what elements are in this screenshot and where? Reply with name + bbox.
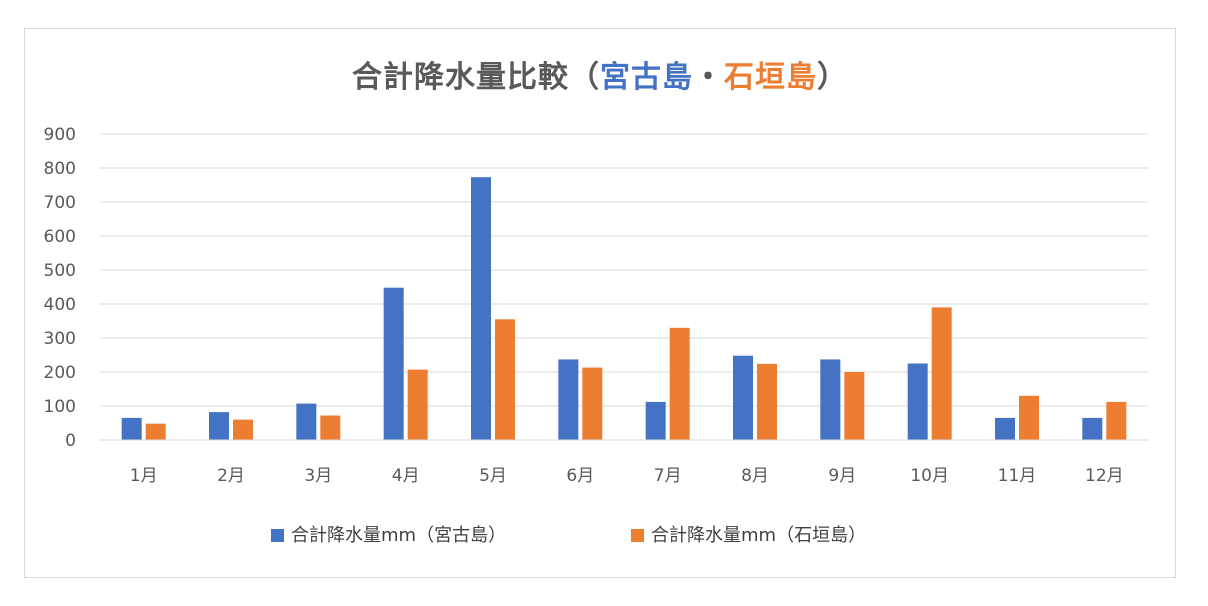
x-tick-label: 11月 [998,466,1037,486]
bar-miyako-2 [209,412,229,440]
bar-miyako-1 [121,417,142,440]
x-tick-label: 7月 [654,466,682,486]
bar-miyako-10 [907,363,928,440]
bar-ishigaki-3 [320,415,341,440]
legend-swatch-ishigaki [631,529,644,542]
x-tick-label: 9月 [828,466,856,486]
y-tick-label: 300 [44,329,76,349]
y-tick-label: 100 [44,397,76,417]
y-tick-label: 600 [44,227,76,247]
bar-ishigaki-1 [145,423,166,440]
bar-ishigaki-11 [1019,395,1039,440]
bar-ishigaki-8 [757,363,777,440]
x-tick-label: 4月 [392,466,420,486]
y-tick-label: 800 [44,159,76,179]
legend-swatch-miyako [271,529,284,542]
bar-miyako-7 [645,401,666,440]
bar-ishigaki-10 [931,307,952,440]
x-tick-label: 1月 [130,466,158,486]
bar-miyako-3 [296,403,317,440]
bar-ishigaki-2 [233,419,253,440]
bar-ishigaki-12 [1106,401,1127,440]
title-ishigaki: 石垣島 [724,60,817,95]
y-tick-label: 200 [44,363,76,383]
legend-label-ishigaki: 合計降水量mm（石垣島） [651,525,866,546]
bar-ishigaki-7 [669,327,690,440]
legend-label-miyako: 合計降水量mm（宮古島） [291,525,506,546]
bar-miyako-8 [733,355,753,440]
x-tick-label: 3月 [304,466,332,486]
y-tick-label: 0 [65,431,76,451]
bar-miyako-11 [995,417,1015,440]
bar-ishigaki-4 [407,369,428,440]
bar-ishigaki-6 [582,367,603,440]
title-prefix: 合計降水量比較（ [352,60,600,95]
y-tick-label: 900 [44,125,76,145]
bar-miyako-9 [820,359,841,440]
bar-miyako-6 [558,359,579,440]
bar-miyako-4 [383,287,404,440]
y-tick-label: 400 [44,295,76,315]
bar-ishigaki-5 [495,319,515,440]
bar-miyako-5 [471,177,491,440]
title-miyako: 宮古島 [600,60,693,95]
title-separator: ・ [693,60,724,95]
x-tick-label: 8月 [741,466,769,486]
x-tick-label: 12月 [1085,466,1124,486]
y-tick-label: 500 [44,261,76,281]
chart-title: 合計降水量比較（宮古島・石垣島） [24,52,1176,96]
chart-frame [24,28,1176,578]
x-tick-label: 5月 [479,466,507,486]
x-tick-label: 10月 [910,466,949,486]
x-tick-label: 2月 [217,466,245,486]
bar-miyako-12 [1082,417,1103,440]
x-tick-label: 6月 [566,466,594,486]
title-suffix: ） [817,60,848,95]
bar-ishigaki-9 [844,372,865,440]
y-tick-label: 700 [44,193,76,213]
